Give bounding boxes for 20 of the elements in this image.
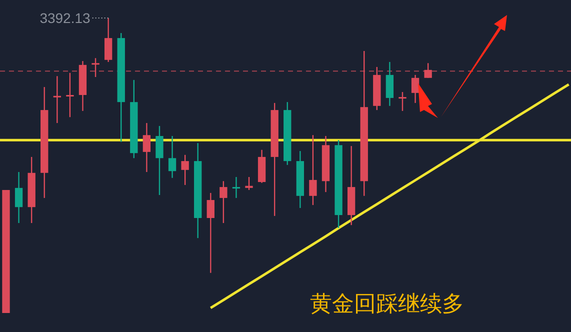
- candlestick: [386, 61, 394, 107]
- candlestick: [156, 125, 164, 196]
- candlestick: [398, 91, 406, 112]
- annotation: 3392.13: [40, 10, 91, 26]
- candlestick: [424, 62, 432, 78]
- candlestick: [92, 58, 100, 78]
- annotation: 黄金回踩继续多: [310, 292, 464, 317]
- candlestick: [232, 176, 240, 199]
- candlestick: [168, 135, 176, 178]
- candlestick: [220, 180, 228, 224]
- candlestick: [245, 176, 253, 191]
- candlestick: [104, 17, 112, 63]
- candlestick: [66, 72, 74, 118]
- candlestick: [309, 134, 317, 206]
- candlestick: [411, 74, 420, 104]
- candlestick: [53, 76, 61, 124]
- candlestick: [206, 192, 214, 274]
- candlestick: [142, 122, 151, 173]
- candlestick: [181, 154, 189, 186]
- candlestick: [14, 171, 23, 224]
